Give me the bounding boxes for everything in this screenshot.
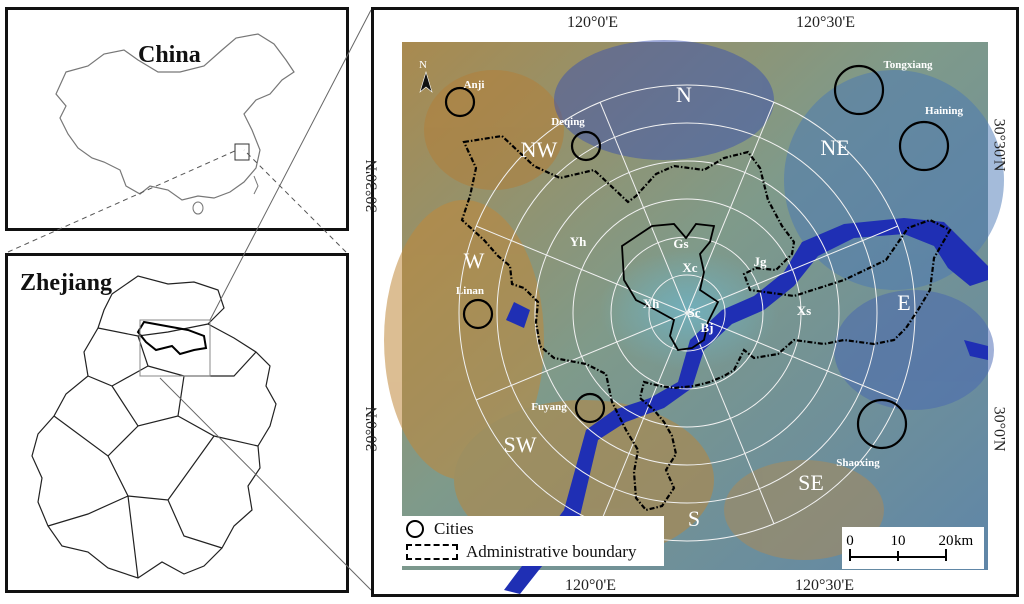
scale-unit: km [954,533,974,549]
china-overview-panel: China [5,7,349,231]
district-yh: Yh [570,234,587,249]
direction-s: S [688,506,700,531]
district-jg: Jg [754,254,768,269]
coord-left-30-0: 30°0'N [363,406,381,452]
city-circle-tongxiang [833,64,885,116]
scale-bar: 0 10 20 km [842,527,984,569]
hangzhou-main-map-panel: N N NE E SE S SW W NW Yh Gs Xc Jg Xh Sc … [371,7,1019,597]
district-sc: Sc [688,305,701,320]
zhejiang-title: Zhejiang [20,270,113,296]
city-label-haining: Haining [925,105,963,117]
district-bj: Bj [701,320,714,335]
direction-e: E [897,290,910,315]
direction-se: SE [798,470,824,495]
scale-tick-10: 10 [891,533,906,549]
scale-tick-20: 20 [939,533,954,549]
coord-right-30-30: 30°30'N [990,118,1008,172]
legend-label-cities: Cities [434,519,474,538]
concentric-rings [458,84,916,542]
city-circles [444,64,950,450]
satellite-image [384,40,1004,594]
city-circle-shaoxing [856,398,908,450]
sector-lines [475,101,899,525]
hangzhou-boundary-small [136,320,208,356]
city-circle-linan [462,298,494,330]
zhejiang-overview-panel: Zhejiang [5,253,349,593]
hainan-island [192,201,204,215]
coord-left-30-30: 30°30'N [363,159,381,213]
coord-right-30-0: 30°0'N [990,406,1008,452]
direction-ne: NE [820,135,849,160]
direction-w: W [464,248,485,273]
legend-label-boundary: Administrative boundary [466,542,637,561]
scale-tick-0: 0 [846,533,854,549]
coastal-water [964,340,988,360]
legend-item-boundary: Administrative boundary [406,542,636,562]
city-label-fuyang: Fuyang [531,401,567,413]
zhejiang-outline-map [31,275,277,579]
city-circle-anji [444,86,476,118]
hangzhou-admin-boundary [460,134,952,512]
map-legend: Cities Administrative boundary [402,516,664,566]
city-label-deqing: Deqing [551,116,585,128]
city-label-anji: Anji [464,79,485,91]
city-circle-deqing [570,130,602,162]
circle-icon [406,520,424,538]
district-xs: Xs [797,303,811,318]
zhejiang-locator-box [234,143,250,161]
district-gs: Gs [673,236,688,251]
direction-nw: NW [521,137,558,162]
direction-sw: SW [504,432,537,457]
district-xh: Xh [643,296,660,311]
urban-core-boundary [621,223,720,351]
map-labels: N N NE E SE S SW W NW Yh Gs Xc Jg Xh Sc … [419,59,963,531]
coord-bottom-120-0: 120°0'E [565,577,617,594]
city-circle-haining [898,120,950,172]
coord-top-120-30: 120°30'E [796,14,856,31]
direction-n: N [676,82,692,107]
dashed-box-icon [406,544,458,560]
north-arrow-label: N [419,59,427,71]
linan-reservoir [506,302,530,328]
north-arrow-icon [419,70,433,93]
taiwan-island [253,175,259,195]
city-label-tongxiang: Tongxiang [883,59,933,71]
hangzhou-locator-box [139,319,211,377]
city-circle-fuyang [574,392,606,424]
legend-item-cities: Cities [406,519,474,539]
coord-bottom-120-30: 120°30'E [795,577,855,594]
scale-bar-graphic: 0 10 20 km [846,533,974,561]
coord-top-120-0: 120°0'E [567,14,619,31]
city-label-linan: Linan [456,285,484,297]
city-label-shaoxing: Shaoxing [836,457,880,469]
china-title: China [138,42,201,68]
district-xc: Xc [682,260,697,275]
